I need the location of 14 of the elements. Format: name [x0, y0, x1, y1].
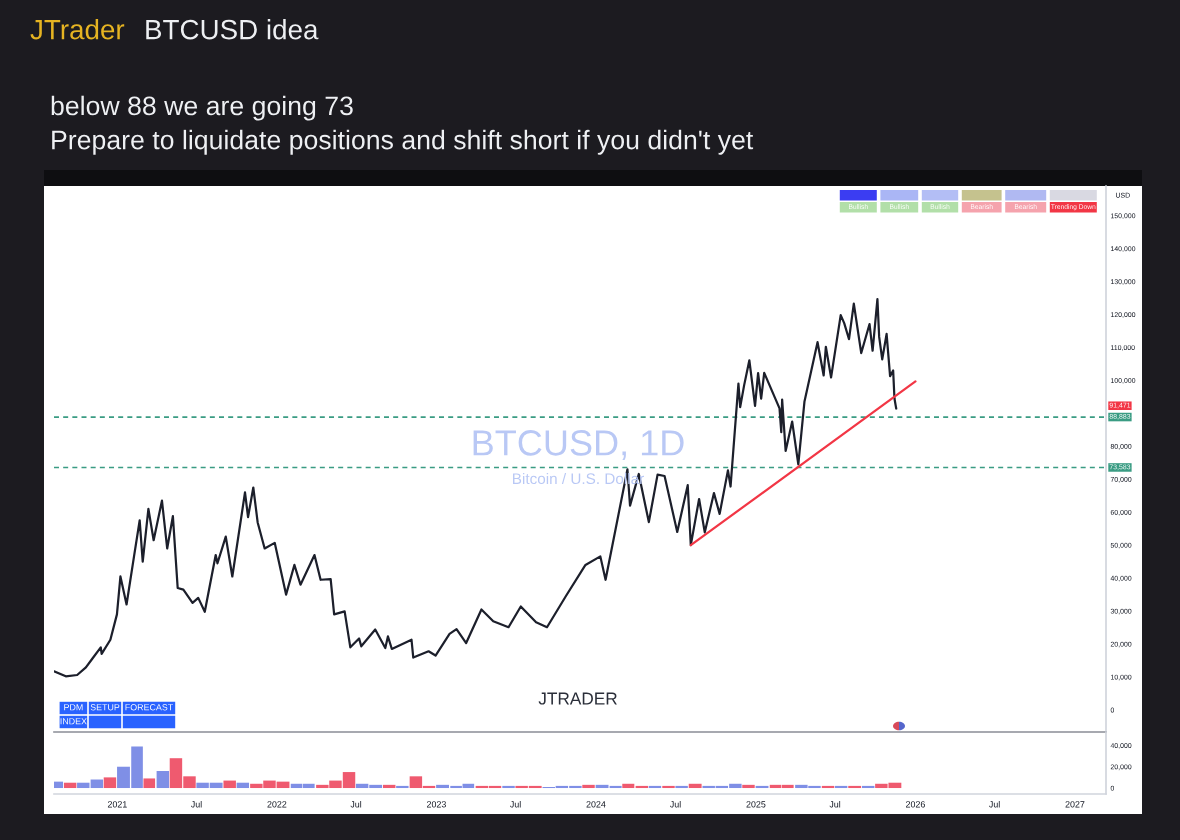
bar: [54, 781, 64, 789]
bar: [688, 783, 702, 789]
line-series: [54, 297, 898, 678]
bar: [236, 782, 250, 789]
annotation: BTCUSD, 1D: [473, 430, 684, 460]
bar: [156, 770, 170, 789]
bar: [103, 777, 117, 789]
chart-title: BTCUSD idea: [146, 19, 319, 40]
annotation: JTRADER: [538, 692, 617, 705]
bar: [63, 782, 77, 789]
chart-subtitle: below 88 we are going 73 Prepare to liquidate positions and shift short if you didn't yet: [51, 95, 754, 155]
bar: [143, 778, 156, 789]
bar: [223, 780, 236, 789]
text: JTrader: [30, 19, 125, 40]
